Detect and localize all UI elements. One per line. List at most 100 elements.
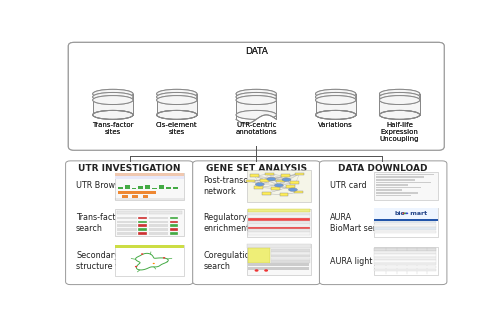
Bar — [116, 232, 137, 235]
Bar — [271, 258, 310, 260]
Bar — [374, 219, 438, 221]
Ellipse shape — [282, 178, 291, 181]
Ellipse shape — [316, 89, 356, 98]
Bar — [374, 221, 436, 223]
Bar — [116, 224, 137, 227]
Bar — [374, 251, 436, 254]
Text: Half-life
Expression
Uncoupling: Half-life Expression Uncoupling — [380, 122, 420, 142]
Bar — [374, 172, 438, 200]
Bar — [271, 249, 310, 252]
Ellipse shape — [156, 96, 197, 105]
FancyBboxPatch shape — [192, 161, 320, 285]
Ellipse shape — [316, 92, 356, 101]
Ellipse shape — [380, 110, 420, 119]
Bar — [150, 217, 168, 220]
Ellipse shape — [236, 110, 277, 119]
Bar — [271, 260, 310, 263]
Bar — [376, 184, 408, 186]
Bar — [276, 180, 284, 183]
Text: Variations: Variations — [318, 122, 353, 128]
Ellipse shape — [92, 110, 133, 119]
Bar — [150, 228, 168, 231]
Circle shape — [141, 253, 144, 255]
FancyBboxPatch shape — [68, 43, 444, 150]
Circle shape — [264, 269, 268, 272]
Bar — [376, 189, 402, 191]
Bar — [260, 179, 270, 182]
Text: Trans-factor
sites: Trans-factor sites — [92, 122, 134, 135]
Ellipse shape — [380, 92, 420, 101]
Bar — [247, 170, 311, 202]
Bar — [248, 221, 310, 224]
Bar — [248, 232, 310, 235]
Ellipse shape — [236, 110, 277, 119]
Ellipse shape — [316, 89, 356, 98]
Bar — [248, 230, 310, 232]
Bar — [170, 228, 178, 231]
Ellipse shape — [156, 92, 197, 101]
Bar — [116, 228, 137, 231]
Bar — [250, 175, 259, 177]
Bar — [248, 248, 270, 263]
Bar — [247, 244, 311, 248]
Bar — [316, 94, 356, 115]
Ellipse shape — [380, 110, 420, 119]
Text: UTR-centric
annotations: UTR-centric annotations — [236, 122, 277, 135]
Text: bio: bio — [395, 211, 406, 216]
Bar — [374, 254, 436, 257]
Bar — [132, 188, 136, 189]
FancyBboxPatch shape — [320, 161, 447, 285]
Bar — [380, 94, 420, 115]
Bar — [236, 94, 277, 115]
Bar — [248, 209, 310, 212]
Bar — [247, 209, 311, 237]
Text: Trans-factor
search: Trans-factor search — [76, 213, 124, 233]
Text: Half-life
Expression
Uncoupling: Half-life Expression Uncoupling — [380, 122, 420, 142]
Bar — [376, 187, 421, 188]
Circle shape — [404, 213, 406, 214]
Ellipse shape — [92, 92, 133, 101]
Bar — [248, 227, 310, 229]
Text: Post-transcriptional
network: Post-transcriptional network — [203, 175, 281, 196]
Text: Cis-element
sites: Cis-element sites — [156, 122, 198, 135]
Bar — [271, 255, 310, 257]
Ellipse shape — [156, 89, 197, 98]
Ellipse shape — [316, 110, 356, 119]
Bar — [376, 179, 414, 181]
Ellipse shape — [92, 96, 133, 105]
Ellipse shape — [236, 96, 277, 105]
Ellipse shape — [316, 92, 356, 101]
Text: Secondary
structure view: Secondary structure view — [76, 251, 134, 271]
Text: Variations: Variations — [318, 122, 353, 128]
FancyBboxPatch shape — [68, 43, 444, 150]
Bar — [142, 195, 148, 198]
Text: UTR Browser: UTR Browser — [76, 181, 128, 190]
Ellipse shape — [236, 96, 277, 105]
Text: Trans-factor
sites: Trans-factor sites — [92, 122, 134, 135]
Ellipse shape — [256, 183, 264, 186]
Bar — [116, 211, 148, 214]
Bar — [118, 187, 122, 189]
Ellipse shape — [380, 89, 420, 98]
Text: Cis-element
sites: Cis-element sites — [156, 122, 198, 135]
Ellipse shape — [380, 92, 420, 101]
Ellipse shape — [92, 110, 133, 119]
Bar — [138, 232, 146, 235]
Bar — [170, 221, 178, 223]
Bar — [150, 221, 168, 223]
Bar — [271, 187, 280, 190]
Bar — [376, 174, 434, 175]
Bar — [294, 191, 302, 194]
Bar — [138, 217, 146, 220]
Text: Coregulation
search: Coregulation search — [203, 251, 255, 271]
Bar — [138, 186, 143, 189]
Ellipse shape — [236, 92, 277, 101]
FancyBboxPatch shape — [66, 161, 193, 285]
Bar — [146, 185, 150, 189]
Bar — [138, 221, 146, 223]
Circle shape — [152, 263, 155, 264]
Ellipse shape — [92, 89, 133, 98]
Text: GENE SET ANALYSIS: GENE SET ANALYSIS — [206, 164, 307, 173]
Circle shape — [163, 257, 166, 259]
Bar — [376, 192, 418, 194]
